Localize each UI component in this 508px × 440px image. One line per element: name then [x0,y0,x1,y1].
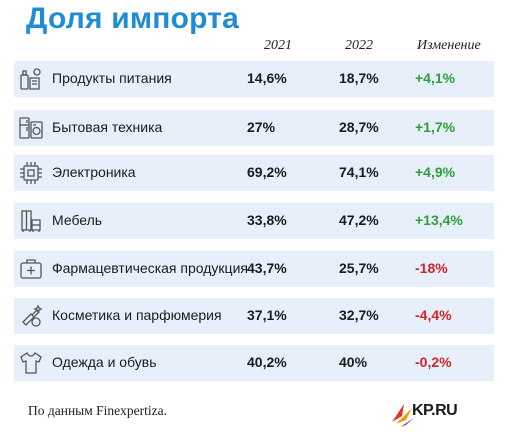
value-2021: 27% [247,119,276,135]
value-2022: 25,7% [339,260,379,276]
food-icon [18,66,44,92]
value-change: -0,2% [415,354,452,370]
value-change: +4,1% [415,70,456,86]
furniture-icon [18,208,44,234]
table-row: Косметика и парфюмерия 37,1% 32,7% -4,4% [14,298,494,334]
source-note: По данным Finexpertiza. [28,403,168,418]
column-header-change: Изменение [417,38,481,53]
value-change: +1,7% [415,119,456,135]
table-row: Фармацевтическая продукция 43,7% 25,7% -… [14,251,494,287]
row-label: Косметика и парфюмерия [52,307,222,323]
appliances-icon [18,115,44,141]
row-label: Бытовая техника [52,119,163,135]
value-2021: 40,2% [247,354,287,370]
row-label: Фармацевтическая продукция [52,260,248,276]
kp-logo[interactable]: KP.RU [390,394,500,434]
table-row: Электроника 69,2% 74,1% +4,9% [14,155,494,191]
table-row: Мебель 33,8% 47,2% +13,4% [14,203,494,239]
value-change: -18% [415,260,448,276]
value-change: +4,9% [415,164,456,180]
value-change: +13,4% [415,212,463,228]
table-row: Бытовая техника 27% 28,7% +1,7% [14,110,494,146]
row-label: Одежда и обувь [52,354,157,370]
chip-icon [18,160,44,186]
kp-bird-icon [392,404,414,427]
value-2021: 69,2% [247,164,287,180]
value-2022: 18,7% [339,70,379,86]
value-2022: 40% [339,354,368,370]
value-2022: 47,2% [339,212,379,228]
table-row: Одежда и обувь 40,2% 40% -0,2% [14,345,494,381]
column-header-2022: 2022 [345,38,373,53]
value-2021: 37,1% [247,307,287,323]
cosmetics-icon [18,303,44,329]
value-2022: 28,7% [339,119,379,135]
column-header-2021: 2021 [264,38,292,53]
kp-logo-text: KP.RU [412,402,458,419]
value-2021: 33,8% [247,212,287,228]
value-change: -4,4% [415,307,452,323]
value-2021: 14,6% [247,70,287,86]
value-2021: 43,7% [247,260,287,276]
table-row: Продукты питания 14,6% 18,7% +4,1% [14,61,494,97]
medkit-icon [18,256,44,282]
value-2022: 32,7% [339,307,379,323]
row-label: Мебель [52,212,103,228]
row-label: Продукты питания [52,70,172,86]
chart-title: Доля импорта [26,2,240,35]
row-label: Электроника [52,164,136,180]
tshirt-icon [18,350,44,376]
value-2022: 74,1% [339,164,379,180]
